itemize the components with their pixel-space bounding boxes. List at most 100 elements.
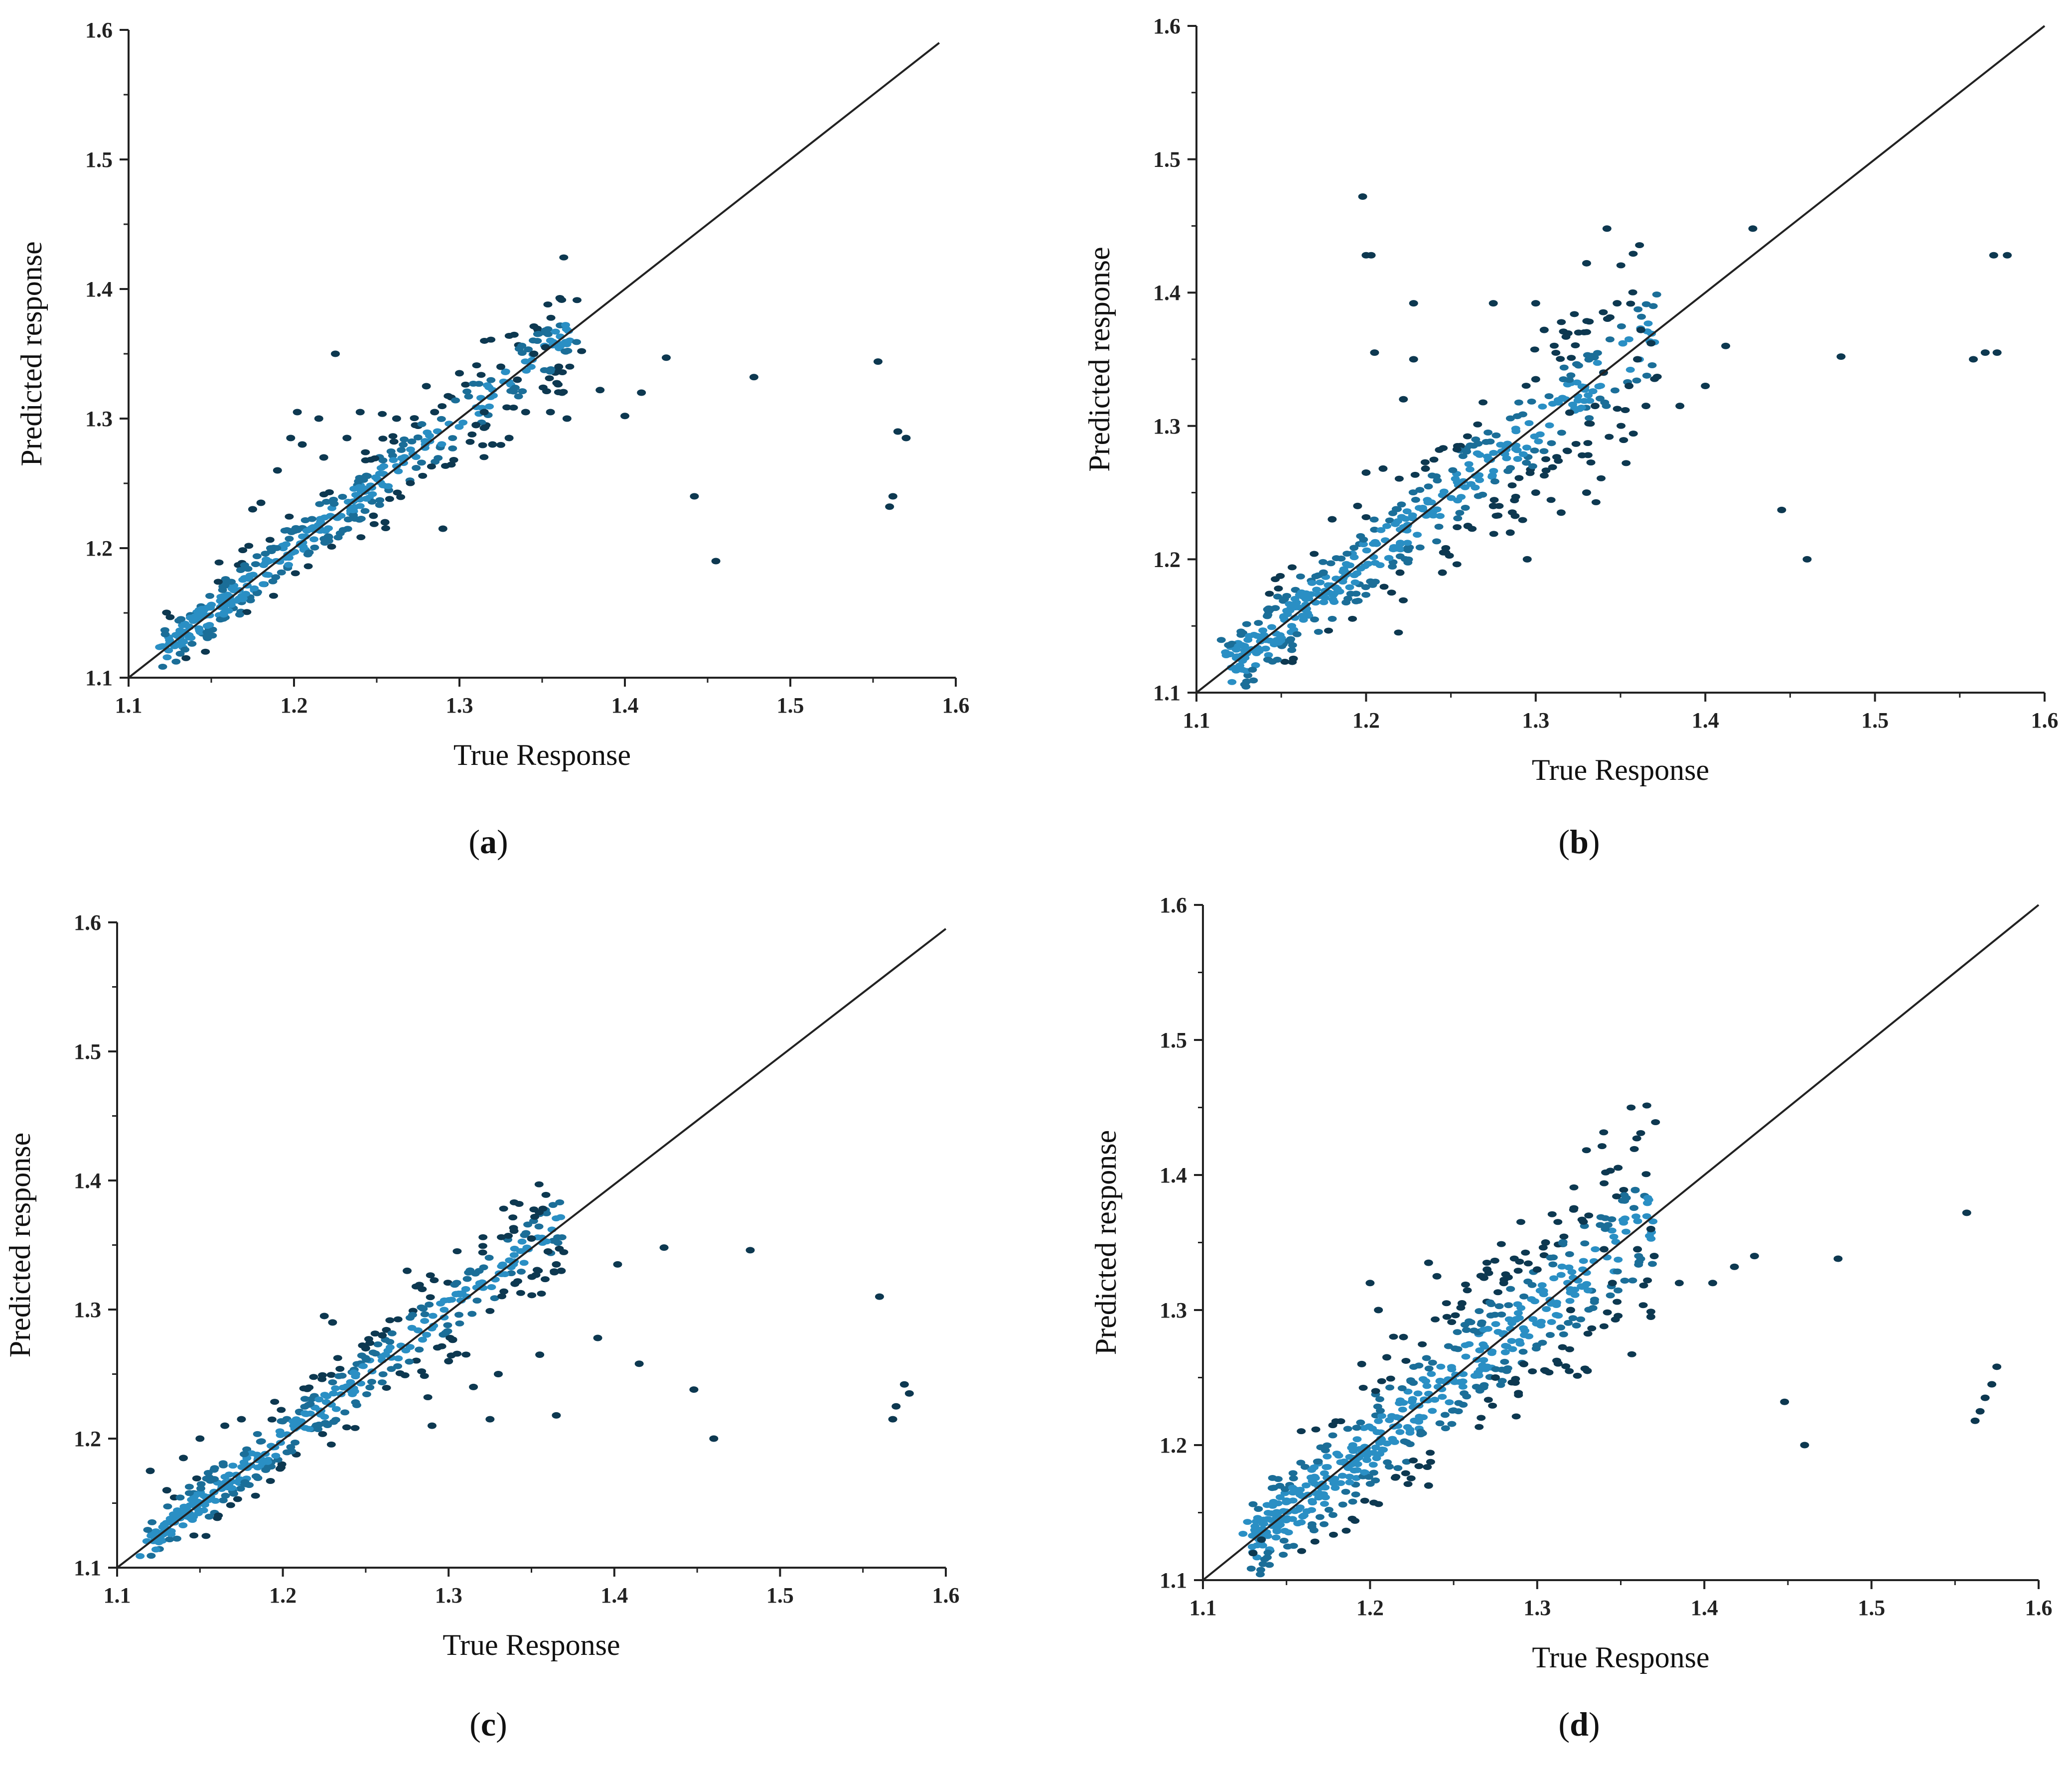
scatter-point [351,1399,360,1406]
scatter-point [1510,513,1520,519]
x-tick-label: 1.2 [1352,708,1380,733]
scatter-point [538,384,548,391]
scatter-point [387,1330,397,1336]
scatter-point [1410,471,1420,478]
scatter-point [1352,1436,1362,1443]
scatter-point [282,541,291,548]
scatter-point [1342,551,1352,557]
scatter-point [1314,1494,1324,1501]
y-tick-label: 1.4 [1160,1163,1187,1187]
scatter-point [1227,679,1237,685]
scatter-point [1389,1333,1398,1340]
scatter-point [273,467,282,474]
scatter-point [1513,455,1522,462]
scatter-point [1518,451,1528,457]
scatter-point [378,457,388,463]
scatter-point [1377,1378,1386,1384]
scatter-point [541,327,550,334]
scatter-point [362,495,371,502]
scatter-point [166,1531,176,1537]
scatter-point [451,397,460,404]
scatter-point [168,1511,178,1517]
scatter-point [1675,403,1685,410]
scatter-point [1221,649,1230,656]
scatter-point [195,629,205,635]
scatter-point [427,463,436,470]
scatter-point [1565,1251,1574,1257]
scatter-point [441,462,450,469]
scatter-point [1602,403,1611,409]
scatter-point [1254,620,1263,626]
scatter-point [1605,314,1615,320]
scatter-point [1586,459,1596,466]
scatter-point [1299,616,1308,623]
scatter-point [1490,1312,1499,1318]
scatter-point [1310,1464,1319,1471]
scatter-point [1493,1328,1503,1335]
scatter-point [1511,446,1520,452]
scatter-point [194,1507,204,1514]
scatter-point [1548,464,1557,470]
scatter-point [1580,1240,1590,1247]
scatter-point [256,1439,265,1445]
scatter-point [422,1331,432,1338]
scatter-point [448,1336,457,1343]
scatter-point [316,519,325,525]
scatter-point [875,1293,884,1300]
scatter-point [189,1532,199,1539]
scatter-point [634,1360,644,1367]
scatter-point [214,559,224,566]
scatter-point [1483,1325,1492,1332]
scatter-point [1297,1548,1307,1554]
scatter-point [387,1354,396,1361]
scatter-point [259,562,269,568]
scatter-point [1652,291,1661,297]
scatter-point [1345,1473,1354,1480]
scatter-point [1539,326,1549,333]
scatter-point [179,1455,188,1462]
scatter-point [1248,1501,1258,1507]
scatter-point [548,1202,558,1208]
scatter-point [1582,318,1592,324]
scatter-point [1641,1171,1651,1177]
scatter-point [1279,597,1288,604]
scatter-point [1398,1406,1407,1413]
scatter-point [1564,1320,1573,1326]
scatter-point [1359,541,1368,548]
scatter-point [1422,1383,1432,1389]
y-tick-label: 1.1 [74,1556,101,1580]
scatter-point [1514,1390,1523,1396]
scatter-point [1616,262,1626,269]
caption-c: (c) [469,1705,507,1743]
scatter-point [540,1276,550,1283]
x-tick-label: 1.5 [777,693,804,718]
scatter-point [486,377,496,383]
scatter-point [1594,383,1604,390]
scatter-point [1447,1421,1457,1427]
scatter-point [1413,1390,1423,1397]
scatter-point [1631,1213,1641,1220]
scatter-point [319,1313,329,1320]
scatter-plot-d: 1.1 1.2 1.3 1.4 1.5 1.6 1.1 1.2 1.3 1.4 1.5 1.6 True… [1089,893,2053,1674]
scatter-point [210,1465,219,1471]
scatter-point [175,1514,185,1521]
scatter-point [224,1484,233,1491]
scatter-point [1542,1306,1551,1313]
scatter-point [219,1462,228,1469]
scatter-point [1461,504,1470,511]
scatter-point [891,1403,901,1410]
scatter-point [405,1344,415,1350]
scatter-point [1513,1268,1523,1274]
scatter-point [159,1530,169,1536]
scatter-point [335,1365,345,1372]
scatter-point [499,1205,508,1212]
scatter-point [1393,506,1402,512]
scatter-point [155,644,164,650]
scatter-point [1463,1287,1472,1294]
scatter-point [1531,300,1540,307]
scatter-point [1399,396,1408,403]
scatter-point [417,459,426,466]
scatter-point [1599,1323,1609,1329]
scatter-point [899,1381,909,1388]
scatter-point [1482,1266,1492,1273]
